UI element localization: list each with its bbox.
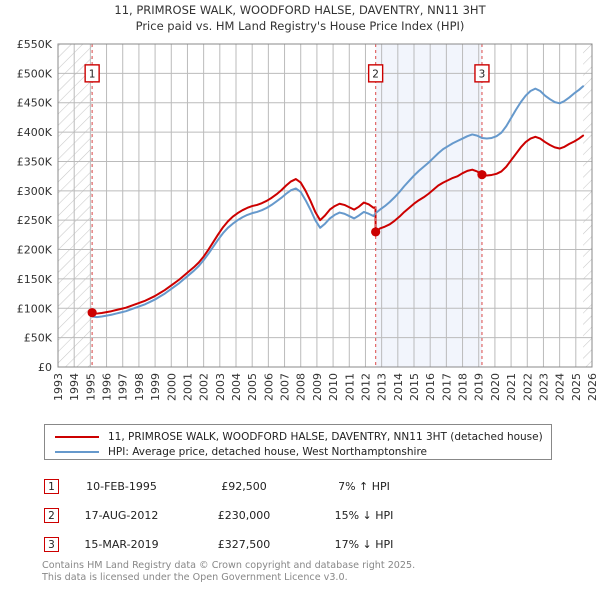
chart-footer: Contains HM Land Registry data © Crown c…	[42, 560, 415, 583]
svg-text:2024: 2024	[554, 373, 567, 401]
transaction-badge-3: 3	[44, 537, 59, 552]
svg-text:2019: 2019	[473, 373, 486, 401]
chart-plot-area: £0 £50K £100K £150K £200K £250K £300K £350K £400…	[17, 38, 599, 401]
svg-text:2009: 2009	[311, 373, 324, 401]
svg-text:1997: 1997	[117, 373, 130, 401]
table-row: 3 15-MAR-2019 £327,500 17% ↓ HPI	[44, 530, 514, 559]
svg-text:2021: 2021	[505, 373, 518, 401]
chart-title-line-2: Price paid vs. HM Land Registry's House …	[135, 19, 465, 33]
svg-text:2026: 2026	[586, 373, 599, 401]
table-row: 1 10-FEB-1995 £92,500 7% ↑ HPI	[44, 472, 514, 501]
transaction-price-3: £327,500	[217, 538, 271, 551]
svg-text:2013: 2013	[376, 373, 389, 401]
transaction-hpi-delta-3: 17% ↓ HPI	[334, 538, 394, 551]
svg-text:2005: 2005	[246, 373, 259, 401]
svg-text:2006: 2006	[262, 373, 275, 401]
svg-text:2018: 2018	[457, 373, 470, 401]
transaction-date-2: 17-AUG-2012	[84, 509, 159, 522]
svg-text:1996: 1996	[101, 373, 114, 401]
transaction-badge-1: 1	[44, 479, 59, 494]
svg-text:£450K: £450K	[17, 97, 53, 110]
svg-text:£300K: £300K	[17, 185, 53, 198]
transaction-hpi-delta-2: 15% ↓ HPI	[334, 509, 394, 522]
svg-text:£0: £0	[38, 361, 52, 374]
transaction-date-3: 15-MAR-2019	[84, 538, 159, 551]
svg-text:1994: 1994	[68, 373, 81, 401]
transactions-table: 1 10-FEB-1995 £92,500 7% ↑ HPI 2 17-AUG-…	[44, 472, 514, 559]
svg-text:2003: 2003	[214, 373, 227, 401]
svg-text:1995: 1995	[84, 373, 97, 401]
svg-text:2007: 2007	[279, 373, 292, 401]
svg-text:1999: 1999	[149, 373, 162, 401]
svg-text:2020: 2020	[489, 373, 502, 401]
svg-text:£150K: £150K	[17, 273, 53, 286]
transaction-badge-2: 2	[44, 508, 59, 523]
footer-copyright: Contains HM Land Registry data © Crown c…	[42, 560, 416, 571]
legend-swatch-hpi	[55, 451, 99, 453]
svg-text:2008: 2008	[295, 373, 308, 401]
svg-text:2011: 2011	[343, 373, 356, 401]
svg-text:£400K: £400K	[17, 126, 53, 139]
chart-title: 11, PRIMROSE WALK, WOODFORD HALSE, DAVEN…	[0, 2, 600, 34]
chart-legend: 11, PRIMROSE WALK, WOODFORD HALSE, DAVEN…	[44, 424, 552, 460]
svg-text:1998: 1998	[133, 373, 146, 401]
svg-text:£250K: £250K	[17, 214, 53, 227]
svg-text:£350K: £350K	[17, 155, 53, 168]
svg-text:2: 2	[372, 68, 379, 80]
svg-text:£100K: £100K	[17, 302, 53, 315]
chart-title-line-1: 11, PRIMROSE WALK, WOODFORD HALSE, DAVEN…	[114, 3, 486, 17]
svg-text:£500K: £500K	[17, 67, 53, 80]
svg-text:1: 1	[89, 68, 96, 80]
svg-text:2001: 2001	[181, 373, 194, 401]
svg-text:2016: 2016	[424, 373, 437, 401]
svg-text:2015: 2015	[408, 373, 421, 401]
transaction-price-1: £92,500	[221, 480, 267, 493]
svg-text:3: 3	[479, 68, 486, 80]
svg-text:£200K: £200K	[17, 244, 53, 257]
svg-text:2012: 2012	[359, 373, 372, 401]
svg-text:2025: 2025	[570, 373, 583, 401]
legend-item-property: 11, PRIMROSE WALK, WOODFORD HALSE, DAVEN…	[51, 430, 545, 444]
footer-licence: This data is licensed under the Open Gov…	[42, 571, 348, 583]
svg-text:£50K: £50K	[24, 332, 53, 345]
svg-text:2022: 2022	[521, 373, 534, 401]
svg-text:2017: 2017	[440, 373, 453, 401]
svg-text:2002: 2002	[198, 373, 211, 401]
transaction-price-2: £230,000	[217, 509, 271, 522]
svg-text:2010: 2010	[327, 373, 340, 401]
transaction-hpi-delta-1: 7% ↑ HPI	[338, 480, 390, 493]
legend-swatch-property	[55, 436, 99, 438]
table-row: 2 17-AUG-2012 £230,000 15% ↓ HPI	[44, 501, 514, 530]
svg-text:1993: 1993	[52, 373, 65, 401]
svg-text:2023: 2023	[537, 373, 550, 401]
legend-label-property: 11, PRIMROSE WALK, WOODFORD HALSE, DAVEN…	[108, 431, 543, 443]
svg-text:£550K: £550K	[17, 38, 53, 51]
transaction-date-1: 10-FEB-1995	[86, 480, 157, 493]
svg-text:2000: 2000	[165, 373, 178, 401]
svg-text:2014: 2014	[392, 373, 405, 401]
legend-item-hpi: HPI: Average price, detached house, West…	[51, 445, 545, 459]
legend-label-hpi: HPI: Average price, detached house, West…	[108, 446, 427, 458]
svg-text:2004: 2004	[230, 373, 243, 401]
